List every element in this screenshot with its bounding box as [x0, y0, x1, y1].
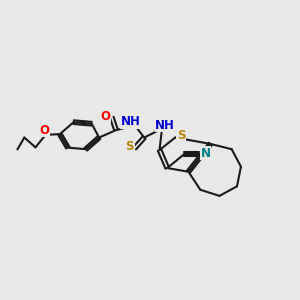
Text: NH: NH [121, 116, 141, 128]
Text: S: S [126, 140, 134, 153]
Text: N: N [200, 147, 210, 160]
Text: O: O [100, 110, 110, 123]
Text: O: O [39, 124, 49, 137]
Text: NH: NH [155, 118, 175, 132]
Text: S: S [177, 129, 185, 142]
